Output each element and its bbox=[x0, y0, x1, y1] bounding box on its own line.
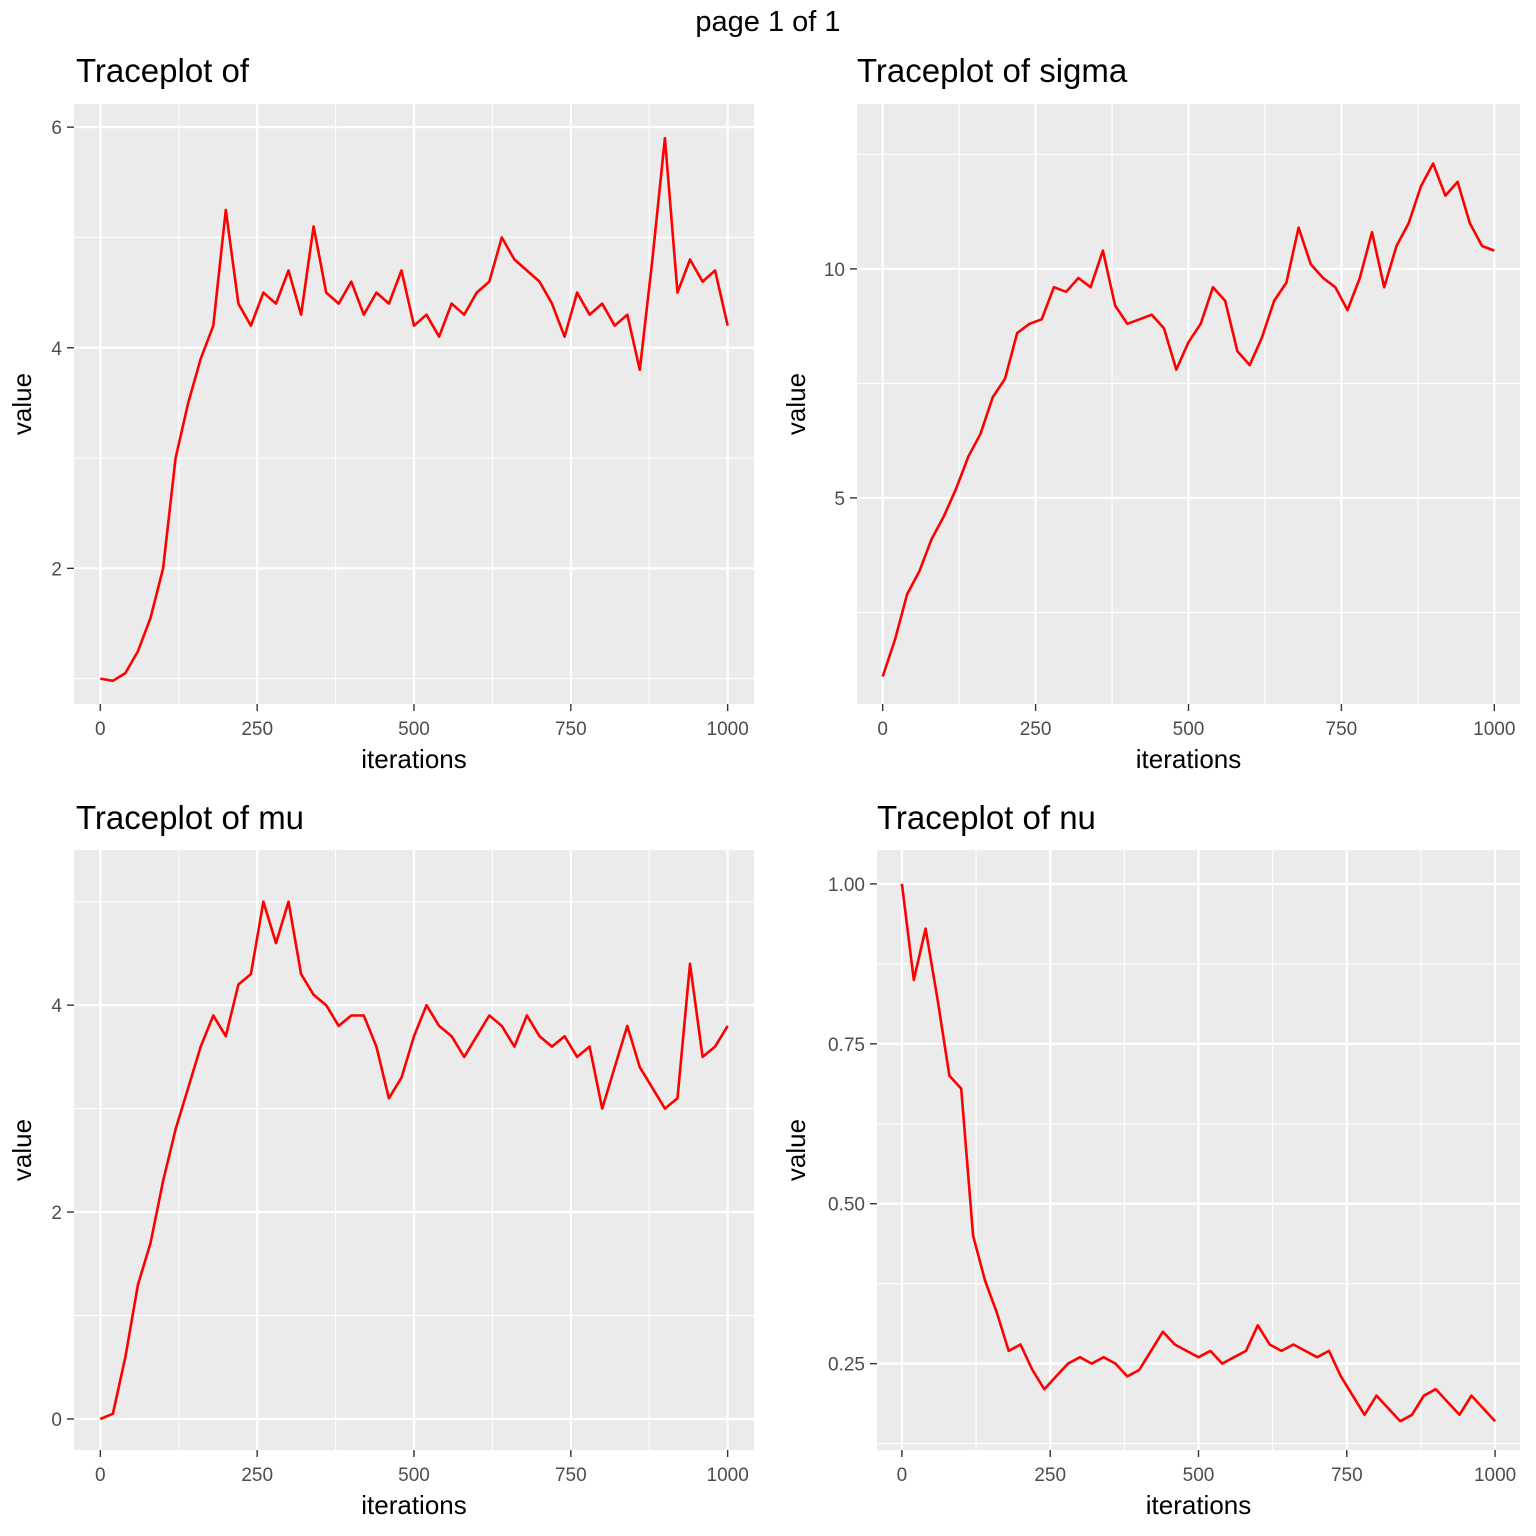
x-axis-label: iterations bbox=[361, 744, 467, 774]
page-title: page 1 of 1 bbox=[695, 6, 841, 38]
x-tick-label: 0 bbox=[95, 719, 106, 740]
x-tick-label: 750 bbox=[555, 1465, 587, 1486]
x-tick-label: 1000 bbox=[1473, 719, 1515, 740]
chart-panel-3: 0 250 500 750 1000 0 2 4 Traceplot of mu iteratio… bbox=[7, 799, 754, 1520]
y-tick-label: 1.00 bbox=[828, 875, 865, 896]
y-axis-label: value bbox=[7, 373, 37, 435]
trace-line-series-1 bbox=[99, 900, 729, 1421]
x-tick-label: 500 bbox=[398, 1465, 430, 1486]
y-tick-label: 4 bbox=[51, 339, 62, 360]
x-tick-label: 750 bbox=[1326, 719, 1358, 740]
x-tick-label: 250 bbox=[241, 719, 273, 740]
y-axis-label: value bbox=[7, 1119, 37, 1181]
chart-panel-2: 0 250 500 750 1000 5 10 Traceplot of sigma itera… bbox=[781, 52, 1520, 774]
chart-title: Traceplot of bbox=[76, 52, 250, 89]
y-axis-label: value bbox=[781, 373, 811, 435]
chart-title: Traceplot of nu bbox=[877, 799, 1096, 836]
x-tick-label: 250 bbox=[1034, 1465, 1066, 1486]
x-axis-label: iterations bbox=[361, 1490, 467, 1520]
y-tick-label: 10 bbox=[824, 260, 845, 281]
x-axis-label: iterations bbox=[1136, 744, 1242, 774]
x-tick-label: 0 bbox=[897, 1465, 908, 1486]
x-tick-label: 250 bbox=[1020, 719, 1052, 740]
x-tick-label: 1000 bbox=[1474, 1465, 1516, 1486]
x-tick-label: 1000 bbox=[707, 1465, 749, 1486]
y-tick-label: 0.25 bbox=[828, 1355, 865, 1376]
trace-line-series-1 bbox=[100, 136, 729, 683]
x-tick-label: 750 bbox=[1331, 1465, 1363, 1486]
x-tick-label: 750 bbox=[555, 719, 587, 740]
y-tick-label: 0 bbox=[51, 1410, 62, 1431]
y-axis-label: value bbox=[781, 1119, 811, 1181]
x-tick-label: 0 bbox=[877, 719, 888, 740]
y-tick-label: 0.50 bbox=[828, 1195, 865, 1216]
y-tick-label: 2 bbox=[51, 559, 62, 580]
chart-title: Traceplot of mu bbox=[76, 799, 304, 836]
chart-title: Traceplot of sigma bbox=[857, 52, 1128, 89]
x-tick-label: 500 bbox=[398, 719, 430, 740]
trace-line-series-1 bbox=[900, 883, 1497, 1423]
y-tick-label: 0.75 bbox=[828, 1035, 865, 1056]
chart-panel-1: 0 250 500 750 1000 2 4 6 Traceplot of iterations v… bbox=[7, 52, 754, 774]
x-tick-label: 250 bbox=[241, 1465, 273, 1486]
x-tick-label: 0 bbox=[95, 1465, 106, 1486]
y-tick-label: 4 bbox=[51, 996, 62, 1017]
y-tick-label: 2 bbox=[51, 1203, 62, 1224]
y-tick-label: 5 bbox=[834, 489, 845, 510]
x-axis-label: iterations bbox=[1146, 1490, 1252, 1520]
x-tick-label: 500 bbox=[1173, 719, 1205, 740]
chart-panel-4: 0 250 500 750 1000 0.25 0.50 0.75 1.00 Traceplot … bbox=[781, 799, 1520, 1520]
trace-line-series-1 bbox=[881, 162, 1495, 677]
x-tick-label: 500 bbox=[1183, 1465, 1215, 1486]
x-tick-label: 1000 bbox=[707, 719, 749, 740]
y-tick-label: 6 bbox=[51, 118, 62, 139]
